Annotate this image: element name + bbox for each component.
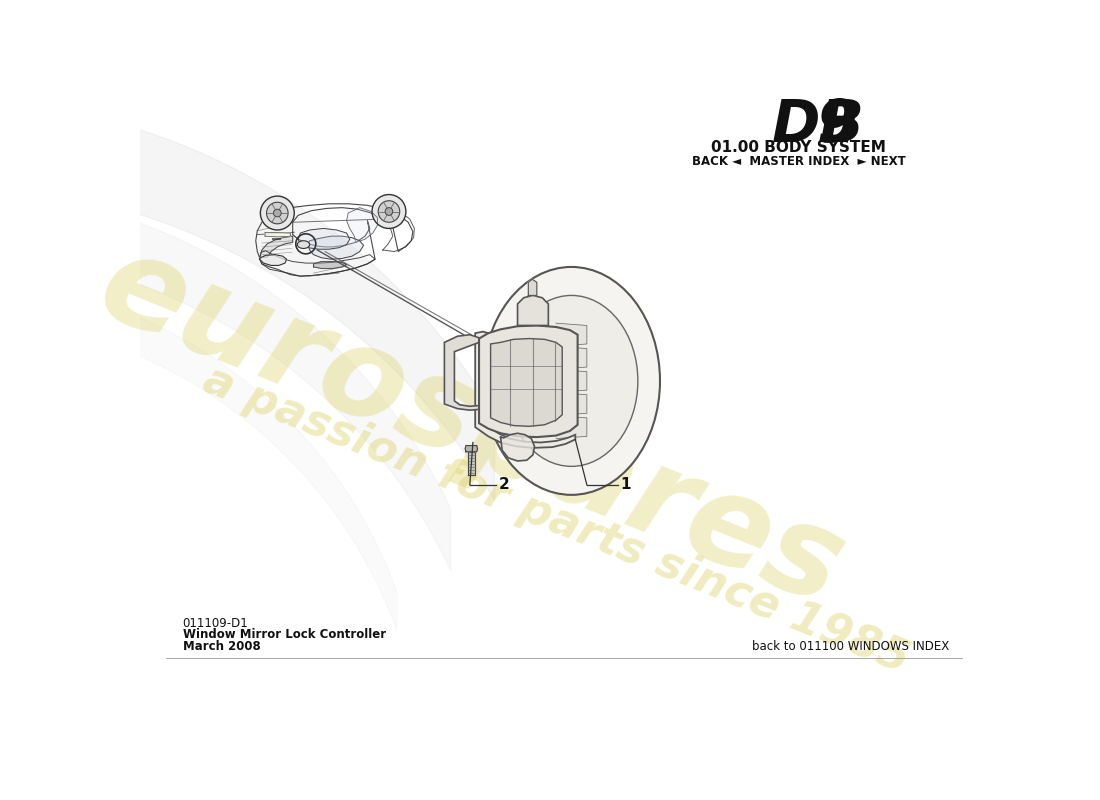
Text: BACK ◄  MASTER INDEX  ► NEXT: BACK ◄ MASTER INDEX ► NEXT: [692, 155, 905, 168]
Polygon shape: [556, 346, 587, 370]
Polygon shape: [480, 326, 578, 437]
Polygon shape: [314, 262, 346, 269]
Polygon shape: [475, 332, 575, 448]
Polygon shape: [465, 446, 477, 452]
Circle shape: [266, 202, 288, 224]
Polygon shape: [500, 434, 535, 461]
Polygon shape: [308, 236, 363, 259]
Ellipse shape: [483, 267, 660, 495]
Ellipse shape: [297, 241, 310, 249]
Polygon shape: [556, 323, 587, 346]
Text: 9: 9: [816, 97, 857, 154]
Polygon shape: [444, 334, 480, 410]
Text: 011109-D1: 011109-D1: [183, 617, 249, 630]
Text: back to 011100 WINDOWS INDEX: back to 011100 WINDOWS INDEX: [751, 640, 948, 653]
Polygon shape: [298, 229, 350, 250]
Text: 01.00 BODY SYSTEM: 01.00 BODY SYSTEM: [712, 140, 886, 155]
Text: eurospares: eurospares: [82, 223, 860, 631]
Polygon shape: [556, 393, 587, 415]
Text: 1: 1: [620, 478, 630, 492]
Circle shape: [378, 201, 399, 222]
Polygon shape: [260, 254, 286, 266]
Text: a passion for parts since 1985: a passion for parts since 1985: [197, 358, 915, 682]
Polygon shape: [556, 370, 587, 393]
Text: 2: 2: [498, 478, 509, 492]
Ellipse shape: [505, 295, 638, 466]
Circle shape: [274, 209, 282, 217]
Polygon shape: [517, 295, 548, 326]
Polygon shape: [260, 236, 293, 258]
Polygon shape: [468, 452, 475, 475]
Polygon shape: [491, 338, 562, 426]
Text: March 2008: March 2008: [183, 640, 261, 653]
Text: DB: DB: [772, 97, 865, 154]
Polygon shape: [265, 232, 290, 237]
Polygon shape: [346, 208, 377, 242]
Circle shape: [261, 196, 295, 230]
Circle shape: [372, 194, 406, 229]
Polygon shape: [556, 415, 587, 438]
Circle shape: [385, 208, 393, 215]
Polygon shape: [528, 279, 537, 295]
Text: Window Mirror Lock Controller: Window Mirror Lock Controller: [183, 629, 386, 642]
